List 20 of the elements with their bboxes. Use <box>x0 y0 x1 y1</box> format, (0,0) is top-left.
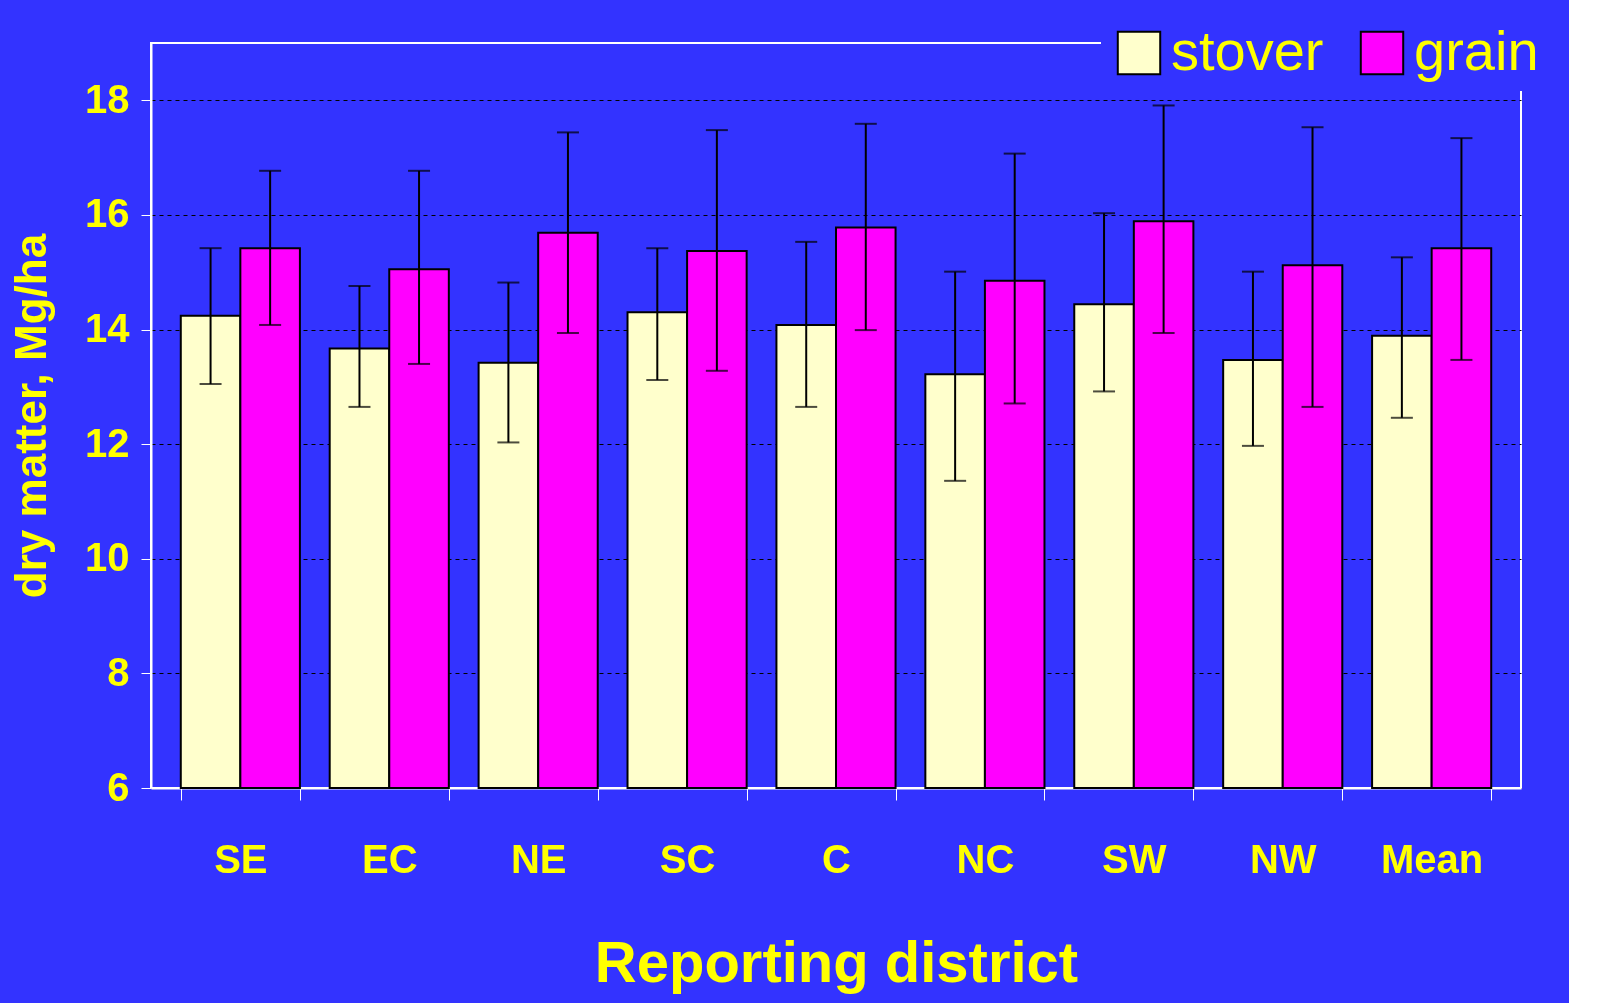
y-axis-title: dry matter, Mg/ha <box>6 233 56 599</box>
x-tick-label: SC <box>659 836 716 881</box>
x-tick-label: NE <box>510 836 567 881</box>
x-tick-label: EC <box>361 836 418 881</box>
y-tick-label: 12 <box>85 420 130 465</box>
y-tick-label: 8 <box>107 649 130 694</box>
x-axis-title: Reporting district <box>594 928 1079 994</box>
legend-label: stover <box>1171 19 1324 82</box>
y-tick-label: 14 <box>85 306 131 351</box>
x-tick-label: SE <box>214 836 268 881</box>
y-tick-label: 16 <box>85 191 130 236</box>
x-tick-label: SW <box>1102 836 1167 881</box>
y-tick-label: 18 <box>85 76 130 121</box>
y-tick-label: 6 <box>107 764 130 809</box>
x-tick-label: NW <box>1249 836 1317 881</box>
legend-label: grain <box>1414 19 1539 82</box>
x-tick-label: C <box>822 836 851 881</box>
y-tick-label: 10 <box>85 535 130 580</box>
x-tick-label: NC <box>956 836 1015 881</box>
x-tick-label: Mean <box>1381 836 1484 881</box>
